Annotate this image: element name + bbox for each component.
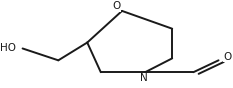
Text: HO: HO — [0, 43, 16, 53]
Text: O: O — [223, 52, 232, 62]
Text: O: O — [112, 1, 120, 11]
Text: N: N — [140, 73, 148, 83]
